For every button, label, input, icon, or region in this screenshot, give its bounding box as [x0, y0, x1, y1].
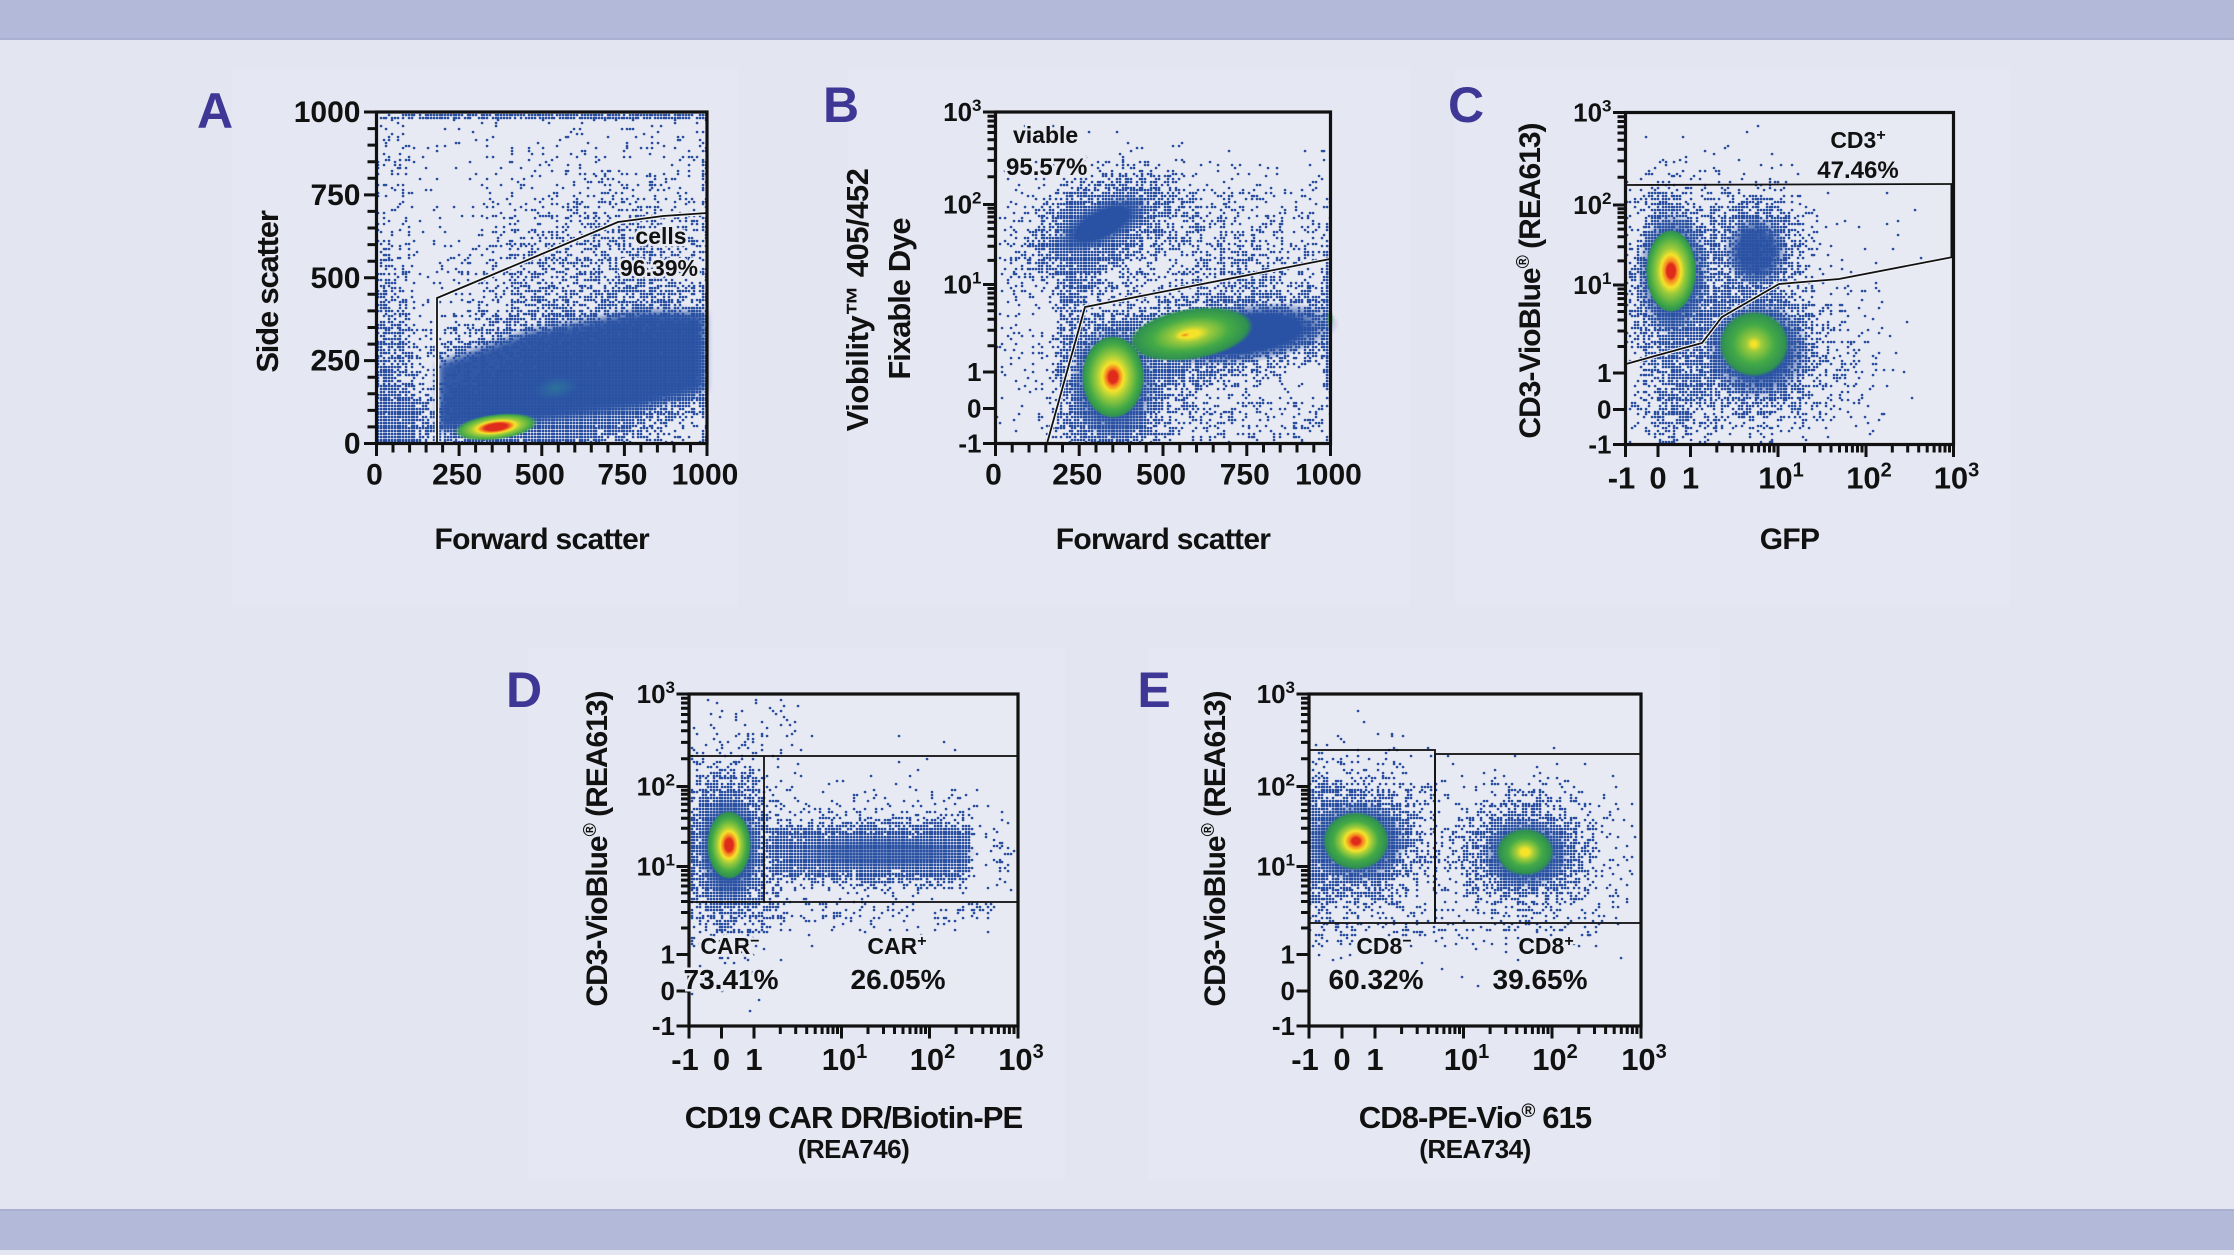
svg-text:-1: -1	[652, 1011, 675, 1041]
svg-text:1: 1	[1682, 461, 1699, 496]
svg-text:500: 500	[1136, 459, 1186, 492]
svg-text:CAR−: CAR−	[700, 933, 759, 959]
svg-text:73.41%: 73.41%	[684, 964, 779, 995]
svg-text:1: 1	[1366, 1042, 1383, 1077]
svg-text:101: 101	[1444, 1041, 1490, 1077]
svg-text:GFP: GFP	[1760, 523, 1820, 556]
svg-text:Viobility™ 405/452: Viobility™ 405/452	[840, 169, 875, 432]
svg-text:CD3-VioBlue® (REA613): CD3-VioBlue® (REA613)	[1513, 123, 1547, 438]
svg-text:CD3-VioBlue® (REA613): CD3-VioBlue® (REA613)	[580, 691, 614, 1006]
svg-text:500: 500	[515, 459, 565, 492]
svg-text:A: A	[197, 83, 233, 139]
svg-text:0: 0	[985, 459, 1002, 492]
svg-text:1: 1	[1597, 358, 1611, 388]
svg-text:-1: -1	[1272, 1011, 1295, 1041]
svg-text:500: 500	[310, 262, 360, 295]
svg-text:250: 250	[310, 345, 360, 378]
svg-text:CD8-PE-Vio® 615: CD8-PE-Vio® 615	[1359, 1100, 1592, 1135]
svg-text:102: 102	[943, 189, 981, 220]
svg-text:60.32%: 60.32%	[1329, 964, 1424, 995]
svg-text:C: C	[1448, 77, 1484, 133]
svg-text:0: 0	[661, 976, 675, 1006]
svg-text:750: 750	[310, 179, 360, 212]
svg-text:47.46%: 47.46%	[1817, 157, 1898, 184]
svg-text:1: 1	[661, 940, 675, 970]
svg-text:Fixable Dye: Fixable Dye	[882, 218, 917, 380]
svg-text:750: 750	[1220, 459, 1270, 492]
svg-text:0: 0	[1333, 1042, 1350, 1077]
svg-text:D: D	[506, 662, 542, 718]
svg-text:cells: cells	[635, 223, 686, 249]
svg-text:1000: 1000	[294, 96, 361, 129]
svg-text:26.05%: 26.05%	[851, 964, 946, 995]
svg-text:-1: -1	[1608, 461, 1636, 496]
svg-text:96.39%: 96.39%	[620, 255, 698, 281]
svg-text:0: 0	[967, 394, 981, 424]
svg-text:Forward scatter: Forward scatter	[1056, 523, 1272, 556]
svg-text:-1: -1	[671, 1042, 699, 1077]
svg-text:-1: -1	[1291, 1042, 1319, 1077]
svg-text:CD3-VioBlue® (REA613): CD3-VioBlue® (REA613)	[1198, 691, 1232, 1006]
svg-text:(REA734): (REA734)	[1419, 1134, 1531, 1164]
svg-text:1: 1	[1281, 940, 1295, 970]
svg-text:viable: viable	[1013, 122, 1078, 148]
svg-text:0: 0	[1281, 976, 1295, 1006]
svg-text:1: 1	[745, 1042, 762, 1077]
svg-text:E: E	[1137, 662, 1170, 718]
svg-text:101: 101	[637, 851, 675, 882]
svg-text:CD8−: CD8−	[1356, 933, 1411, 959]
svg-text:1: 1	[967, 357, 981, 387]
svg-text:(REA746): (REA746)	[798, 1134, 910, 1164]
svg-text:0: 0	[1649, 461, 1666, 496]
svg-text:250: 250	[1052, 459, 1102, 492]
svg-text:B: B	[823, 77, 859, 133]
svg-text:1000: 1000	[1295, 459, 1362, 492]
svg-text:0: 0	[344, 428, 361, 461]
svg-text:95.57%: 95.57%	[1006, 154, 1087, 181]
svg-text:0: 0	[1597, 395, 1611, 425]
svg-text:0: 0	[713, 1042, 730, 1077]
svg-text:750: 750	[597, 459, 647, 492]
svg-text:-1: -1	[958, 429, 981, 459]
svg-text:0: 0	[366, 459, 383, 492]
svg-text:250: 250	[432, 459, 482, 492]
svg-text:CD19 CAR DR/Biotin-PE: CD19 CAR DR/Biotin-PE	[685, 1100, 1023, 1135]
svg-text:1000: 1000	[672, 459, 739, 492]
svg-text:Side scatter: Side scatter	[250, 210, 285, 372]
svg-text:39.65%: 39.65%	[1493, 964, 1588, 995]
svg-text:Forward scatter: Forward scatter	[434, 523, 650, 556]
svg-text:-1: -1	[1588, 430, 1611, 460]
